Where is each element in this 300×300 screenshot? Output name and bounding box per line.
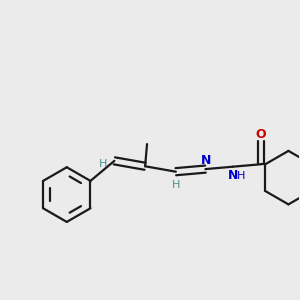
Text: O: O (256, 128, 266, 141)
Text: N: N (227, 169, 238, 182)
Text: H: H (99, 159, 107, 170)
Text: N: N (201, 154, 211, 167)
Text: H: H (237, 171, 245, 181)
Text: H: H (172, 180, 180, 190)
